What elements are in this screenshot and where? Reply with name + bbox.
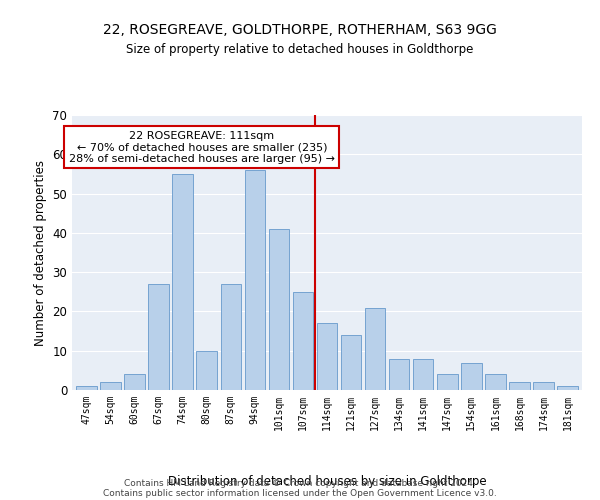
Bar	[533, 382, 554, 390]
Bar	[269, 229, 289, 390]
Bar	[413, 358, 433, 390]
Bar	[485, 374, 506, 390]
Bar	[317, 323, 337, 390]
Bar	[509, 382, 530, 390]
Text: Contains HM Land Registry data © Crown copyright and database right 2024.: Contains HM Land Registry data © Crown c…	[124, 478, 476, 488]
Text: 22, ROSEGREAVE, GOLDTHORPE, ROTHERHAM, S63 9GG: 22, ROSEGREAVE, GOLDTHORPE, ROTHERHAM, S…	[103, 22, 497, 36]
Bar	[461, 362, 482, 390]
Bar	[557, 386, 578, 390]
Bar	[196, 350, 217, 390]
Bar	[148, 284, 169, 390]
X-axis label: Distribution of detached houses by size in Goldthorpe: Distribution of detached houses by size …	[167, 474, 487, 488]
Bar	[389, 358, 409, 390]
Bar	[76, 386, 97, 390]
Bar	[221, 284, 241, 390]
Y-axis label: Number of detached properties: Number of detached properties	[34, 160, 47, 346]
Bar	[437, 374, 458, 390]
Text: Size of property relative to detached houses in Goldthorpe: Size of property relative to detached ho…	[127, 42, 473, 56]
Bar	[100, 382, 121, 390]
Text: Contains public sector information licensed under the Open Government Licence v3: Contains public sector information licen…	[103, 488, 497, 498]
Text: 22 ROSEGREAVE: 111sqm
← 70% of detached houses are smaller (235)
28% of semi-det: 22 ROSEGREAVE: 111sqm ← 70% of detached …	[69, 130, 335, 164]
Bar	[245, 170, 265, 390]
Bar	[172, 174, 193, 390]
Bar	[341, 335, 361, 390]
Bar	[293, 292, 313, 390]
Bar	[124, 374, 145, 390]
Bar	[365, 308, 385, 390]
